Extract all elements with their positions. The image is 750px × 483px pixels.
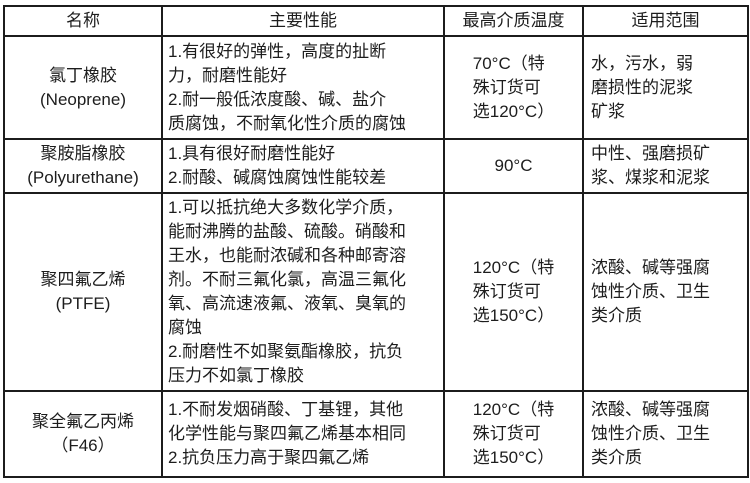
lining-material-comparison-table: 名称 主要性能 最高介质温度 适用范围 氯丁橡胶 (Neoprene) 1.有很… — [3, 5, 749, 478]
application-cell: 浓酸、碱等强腐 蚀性介质、卫生 类介质 — [582, 192, 749, 392]
col-header-name: 名称 — [3, 5, 163, 37]
material-name-cell: 聚全氟乙丙烯 （F46） — [3, 390, 163, 478]
max-temp-cell: 70°C（特 殊订货可 选120°C） — [443, 35, 584, 140]
application-cell: 浓酸、碱等强腐 蚀性介质、卫生 类介质 — [582, 390, 749, 478]
max-temp-text: 90°C — [494, 156, 533, 175]
performance-cell: 1.可以抵抗绝大多数化学介质， 能耐沸腾的盐酸、硫酸。硝酸和 王水，也能耐浓碱和… — [161, 192, 445, 392]
table-row-polyurethane: 聚胺脂橡胶 (Polyurethane) 1.具有很好耐磨性能好 2.耐酸、碱腐… — [3, 138, 749, 194]
header-row: 名称 主要性能 最高介质温度 适用范围 — [3, 5, 749, 37]
table-row-ptfe: 聚四氟乙烯 (PTFE) 1.可以抵抗绝大多数化学介质， 能耐沸腾的盐酸、硫酸。… — [3, 192, 749, 392]
performance-cell: 1.具有很好耐磨性能好 2.耐酸、碱腐蚀腐蚀性能较差 — [161, 138, 445, 194]
material-name-cell: 氯丁橡胶 (Neoprene) — [3, 35, 163, 140]
application-cell: 水，污水，弱 磨损性的泥浆 矿浆 — [582, 35, 749, 140]
max-temp-cell: 90°C — [443, 138, 584, 194]
max-temp-text: 120°C（特 殊订货可 选150°C） — [472, 400, 555, 467]
col-header-performance: 主要性能 — [161, 5, 445, 37]
max-temp-text: 120°C（特 殊订货可 选150°C） — [472, 258, 555, 325]
max-temp-cell: 120°C（特 殊订货可 选150°C） — [443, 390, 584, 478]
table-header: 名称 主要性能 最高介质温度 适用范围 — [3, 5, 749, 37]
table-body: 氯丁橡胶 (Neoprene) 1.有很好的弹性，高度的扯断 力，耐磨性能好 2… — [3, 35, 749, 478]
max-temp-text: 70°C（特 殊订货可 选120°C） — [472, 53, 555, 121]
table-row-f46: 聚全氟乙丙烯 （F46） 1.不耐发烟硝酸、丁基锂，其他 化学性能与聚四氟乙烯基… — [3, 390, 749, 478]
performance-cell: 1.不耐发烟硝酸、丁基锂，其他 化学性能与聚四氟乙烯基本相同 2.抗负压力高于聚… — [161, 390, 445, 478]
application-cell: 中性、强磨损矿 浆、煤浆和泥浆 — [582, 138, 749, 194]
max-temp-cell: 120°C（特 殊订货可 选150°C） — [443, 192, 584, 392]
col-header-application: 适用范围 — [582, 5, 749, 37]
performance-cell: 1.有很好的弹性，高度的扯断 力，耐磨性能好 2.耐一般低浓度酸、碱、盐介 质腐… — [161, 35, 445, 140]
material-name-cell: 聚胺脂橡胶 (Polyurethane) — [3, 138, 163, 194]
col-header-max-temp: 最高介质温度 — [443, 5, 584, 37]
material-name-cell: 聚四氟乙烯 (PTFE) — [3, 192, 163, 392]
table-row-neoprene: 氯丁橡胶 (Neoprene) 1.有很好的弹性，高度的扯断 力，耐磨性能好 2… — [3, 35, 749, 140]
